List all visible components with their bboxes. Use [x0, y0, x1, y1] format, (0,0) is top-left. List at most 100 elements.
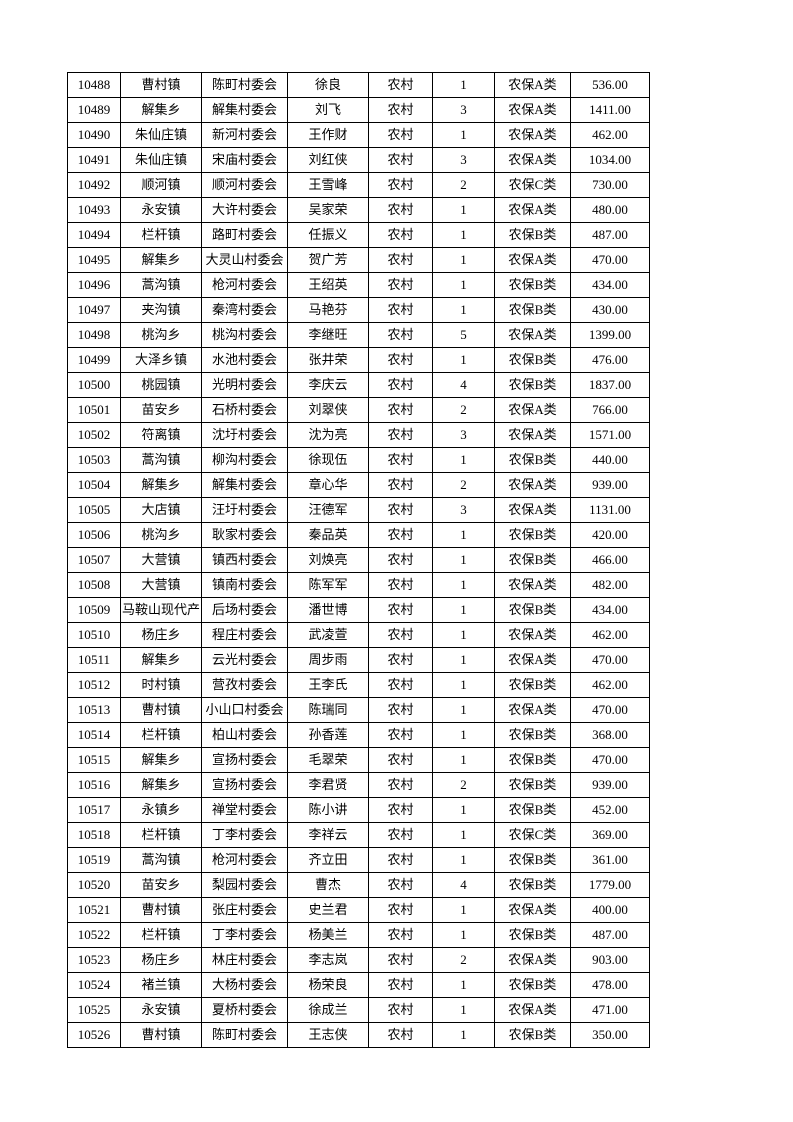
amount: 462.00	[570, 122, 650, 148]
table-row: 10501 苗安乡 石桥村委会 刘翠侠 农村 2 农保A类 766.00	[67, 397, 650, 423]
row-id: 10505	[67, 497, 121, 523]
amount: 487.00	[570, 222, 650, 248]
table-row: 10506 桃沟乡 耿家村委会 秦品英 农村 1 农保B类 420.00	[67, 522, 650, 548]
area-type: 农村	[368, 747, 433, 773]
amount: 361.00	[570, 847, 650, 873]
household-count: 2	[432, 472, 495, 498]
area-type: 农村	[368, 97, 433, 123]
table-row: 10497 夹沟镇 秦湾村委会 马艳芬 农村 1 农保B类 430.00	[67, 297, 650, 323]
name: 李志岚	[287, 947, 369, 973]
area-type: 农村	[368, 672, 433, 698]
table-row: 10498 桃沟乡 桃沟村委会 李继旺 农村 5 农保A类 1399.00	[67, 322, 650, 348]
village: 丁李村委会	[201, 822, 288, 848]
town: 解集乡	[120, 772, 202, 798]
amount: 466.00	[570, 547, 650, 573]
amount: 430.00	[570, 297, 650, 323]
category: 农保A类	[494, 422, 571, 448]
row-id: 10502	[67, 422, 121, 448]
village: 光明村委会	[201, 372, 288, 398]
village: 大灵山村委会	[201, 247, 288, 273]
town: 杨庄乡	[120, 622, 202, 648]
row-id: 10491	[67, 147, 121, 173]
row-id: 10499	[67, 347, 121, 373]
household-count: 3	[432, 97, 495, 123]
table-row: 10518 栏杆镇 丁李村委会 李祥云 农村 1 农保C类 369.00	[67, 822, 650, 848]
category: 农保C类	[494, 172, 571, 198]
town: 桃沟乡	[120, 322, 202, 348]
town: 蒿沟镇	[120, 447, 202, 473]
town: 解集乡	[120, 97, 202, 123]
household-count: 1	[432, 72, 495, 98]
table-row: 10489 解集乡 解集村委会 刘飞 农村 3 农保A类 1411.00	[67, 97, 650, 123]
town: 顺河镇	[120, 172, 202, 198]
town: 栏杆镇	[120, 922, 202, 948]
household-count: 2	[432, 172, 495, 198]
name: 杨荣良	[287, 972, 369, 998]
amount: 476.00	[570, 347, 650, 373]
row-id: 10523	[67, 947, 121, 973]
category: 农保B类	[494, 747, 571, 773]
table-row: 10523 杨庄乡 林庄村委会 李志岚 农村 2 农保A类 903.00	[67, 947, 650, 973]
household-count: 1	[432, 547, 495, 573]
area-type: 农村	[368, 247, 433, 273]
amount: 470.00	[570, 647, 650, 673]
table-row: 10504 解集乡 解集村委会 章心华 农村 2 农保A类 939.00	[67, 472, 650, 498]
village: 程庄村委会	[201, 622, 288, 648]
name: 王雪峰	[287, 172, 369, 198]
town: 曹村镇	[120, 897, 202, 923]
category: 农保B类	[494, 272, 571, 298]
town: 夹沟镇	[120, 297, 202, 323]
area-type: 农村	[368, 522, 433, 548]
area-type: 农村	[368, 497, 433, 523]
category: 农保B类	[494, 972, 571, 998]
name: 徐成兰	[287, 997, 369, 1023]
town: 符离镇	[120, 422, 202, 448]
amount: 462.00	[570, 672, 650, 698]
amount: 487.00	[570, 922, 650, 948]
village: 陈町村委会	[201, 72, 288, 98]
name: 贺广芳	[287, 247, 369, 273]
amount: 440.00	[570, 447, 650, 473]
town: 解集乡	[120, 472, 202, 498]
name: 李祥云	[287, 822, 369, 848]
household-count: 1	[432, 747, 495, 773]
name: 任振义	[287, 222, 369, 248]
name: 汪德军	[287, 497, 369, 523]
category: 农保B类	[494, 447, 571, 473]
household-count: 3	[432, 147, 495, 173]
household-count: 2	[432, 947, 495, 973]
row-id: 10515	[67, 747, 121, 773]
town: 解集乡	[120, 647, 202, 673]
category: 农保B类	[494, 597, 571, 623]
category: 农保B类	[494, 547, 571, 573]
table-row: 10511 解集乡 云光村委会 周步雨 农村 1 农保A类 470.00	[67, 647, 650, 673]
village: 汪圩村委会	[201, 497, 288, 523]
town: 大店镇	[120, 497, 202, 523]
row-id: 10497	[67, 297, 121, 323]
name: 史兰君	[287, 897, 369, 923]
name: 刘焕亮	[287, 547, 369, 573]
row-id: 10524	[67, 972, 121, 998]
category: 农保B类	[494, 222, 571, 248]
amount: 1571.00	[570, 422, 650, 448]
row-id: 10525	[67, 997, 121, 1023]
amount: 1399.00	[570, 322, 650, 348]
village: 云光村委会	[201, 647, 288, 673]
name: 杨美兰	[287, 922, 369, 948]
village: 宣扬村委会	[201, 772, 288, 798]
household-count: 1	[432, 222, 495, 248]
category: 农保B类	[494, 797, 571, 823]
household-count: 1	[432, 647, 495, 673]
area-type: 农村	[368, 222, 433, 248]
category: 农保B类	[494, 847, 571, 873]
row-id: 10504	[67, 472, 121, 498]
row-id: 10509	[67, 597, 121, 623]
category: 农保A类	[494, 322, 571, 348]
household-count: 5	[432, 322, 495, 348]
amount: 400.00	[570, 897, 650, 923]
name: 陈小讲	[287, 797, 369, 823]
village: 柏山村委会	[201, 722, 288, 748]
amount: 369.00	[570, 822, 650, 848]
table-row: 10526 曹村镇 陈町村委会 王志侠 农村 1 农保B类 350.00	[67, 1022, 650, 1048]
